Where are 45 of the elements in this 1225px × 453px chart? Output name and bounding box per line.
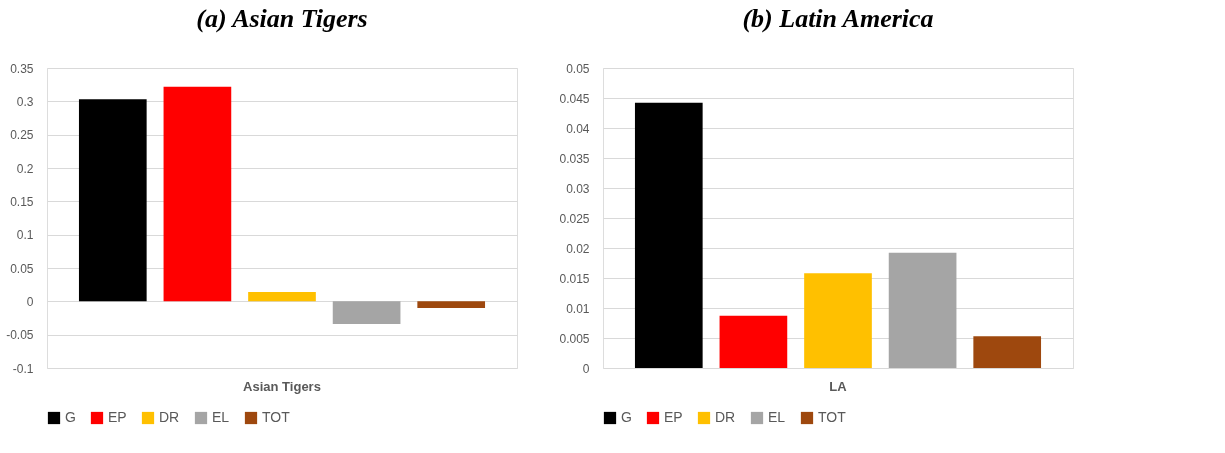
bar: [804, 273, 872, 368]
legend-label: TOT: [262, 409, 291, 425]
y-tick-label: 0.015: [559, 271, 590, 286]
y-tick-label: 0: [26, 294, 34, 309]
legend-label: EP: [108, 409, 127, 425]
y-tick-label: 0.035: [559, 151, 590, 166]
y-tick-label: 0.005: [559, 331, 590, 346]
legend-label: G: [621, 409, 632, 425]
y-tick-label: 0.2: [16, 161, 34, 176]
y-tick-label: 0.35: [10, 61, 34, 76]
bar: [248, 292, 316, 302]
bar: [332, 301, 401, 324]
legend-label: G: [65, 409, 76, 425]
y-tick-label: 0.1: [16, 228, 34, 243]
y-tick-label: 0.03: [566, 181, 590, 196]
bar: [973, 336, 1042, 368]
legend-label: EP: [664, 409, 683, 425]
bar: [634, 102, 703, 368]
chart-title: (a) Asian Tigers: [196, 4, 368, 33]
y-tick-label: 0.01: [566, 301, 590, 316]
legend-label: TOT: [818, 409, 847, 425]
y-tick-label: 0.05: [566, 61, 590, 76]
y-tick-label: 0.04: [566, 121, 590, 136]
bar: [888, 252, 957, 368]
legend-label: DR: [715, 409, 736, 425]
y-tick-label: -0.1: [12, 361, 34, 376]
y-tick-label: 0.05: [10, 261, 34, 276]
y-tick-label: 0.3: [16, 94, 34, 109]
y-tick-label: -0.05: [6, 328, 34, 343]
y-tick-label: 0.045: [559, 91, 590, 106]
y-tick-label: 0.02: [566, 241, 590, 256]
bar: [163, 86, 232, 302]
chart-title: (b) Latin America: [742, 4, 934, 33]
bar: [78, 99, 147, 302]
y-tick-label: 0.025: [559, 211, 590, 226]
legend-label: DR: [159, 409, 180, 425]
y-tick-label: 0: [582, 361, 590, 376]
legend-label: EL: [768, 409, 786, 425]
y-tick-label: 0.25: [10, 128, 34, 143]
x-tick-label: LA: [829, 378, 848, 394]
legend-label: EL: [212, 409, 230, 425]
bar: [417, 301, 486, 308]
bar: [719, 315, 788, 368]
y-tick-label: 0.15: [10, 194, 34, 209]
x-tick-label: Asian Tigers: [243, 378, 321, 394]
